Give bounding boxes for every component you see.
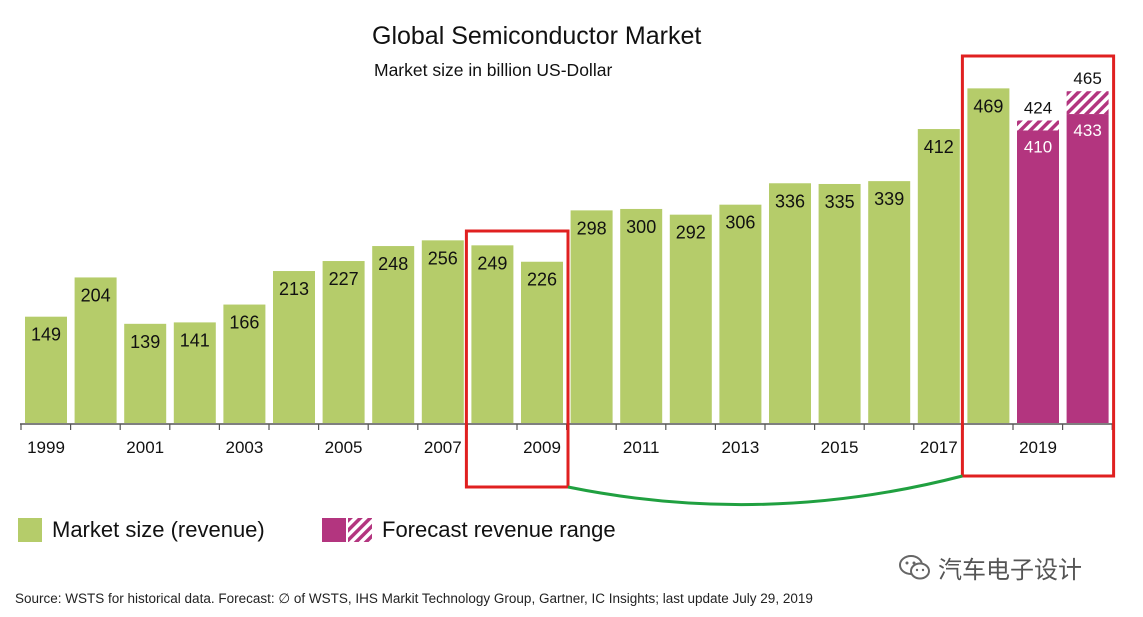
bar-2016 xyxy=(868,181,911,423)
bar-2008 xyxy=(471,245,514,423)
legend-hatch-swatch xyxy=(348,518,372,542)
watermark: 汽车电子设计 xyxy=(898,550,1082,585)
bar-2007 xyxy=(421,240,464,423)
data-label-1999: 149 xyxy=(31,325,61,345)
legend-label-market: Market size (revenue) xyxy=(52,517,265,542)
watermark-text: 汽车电子设计 xyxy=(938,556,1082,584)
forecast-high-label-2020: 465 xyxy=(1073,69,1101,88)
data-label-2011: 300 xyxy=(626,217,656,237)
bar-2018 xyxy=(967,88,1010,423)
legend-swatch-forecast xyxy=(322,518,346,542)
data-label-2004: 213 xyxy=(279,279,309,299)
bar-2009 xyxy=(521,261,563,423)
forecast-bar-2019 xyxy=(1017,130,1059,423)
data-label-2012: 292 xyxy=(676,223,706,243)
bar-2000 xyxy=(74,277,117,423)
bar-2002 xyxy=(173,322,216,423)
data-label-2013: 306 xyxy=(725,213,755,233)
highlight-box-2008-2009 xyxy=(464,229,570,489)
x-tick-label-2007: 2007 xyxy=(424,438,462,457)
data-label-2002: 141 xyxy=(180,330,210,350)
wechat-icon xyxy=(899,554,930,579)
forecast-low-label-2020: 433 xyxy=(1073,121,1101,140)
bar-2006 xyxy=(372,246,415,423)
data-label-2006: 248 xyxy=(378,254,408,274)
data-label-2014: 336 xyxy=(775,191,805,211)
highlight-box-2018-2020 xyxy=(960,54,1116,478)
bar-2001 xyxy=(124,323,167,423)
data-label-2000: 204 xyxy=(81,285,111,305)
bar-2017 xyxy=(917,129,960,423)
bar-2014 xyxy=(769,183,811,423)
data-label-2018: 469 xyxy=(973,96,1003,116)
bar-1999 xyxy=(25,316,67,423)
forecast-bar-2020 xyxy=(1066,114,1109,423)
bar-2005 xyxy=(322,261,365,423)
forecast-high-label-2019: 424 xyxy=(1024,98,1052,117)
source-note: Source: WSTS for historical data. Foreca… xyxy=(15,591,813,606)
chart-title: Global Semiconductor Market xyxy=(372,22,702,50)
x-tick-label-2015: 2015 xyxy=(821,438,859,457)
x-tick-label-2013: 2013 xyxy=(721,438,759,457)
x-tick-label-2001: 2001 xyxy=(126,438,164,457)
data-label-2016: 339 xyxy=(874,189,904,209)
data-label-2001: 139 xyxy=(130,332,160,352)
data-label-2007: 256 xyxy=(428,248,458,268)
legend-item-forecast: Forecast revenue range xyxy=(322,517,616,543)
bar-2015 xyxy=(818,183,861,423)
legend-item-market: Market size (revenue) xyxy=(18,517,265,543)
forecast-range-2020 xyxy=(1066,91,1109,115)
bar-2003 xyxy=(223,304,266,423)
data-label-2008: 249 xyxy=(477,253,507,273)
bar-2013 xyxy=(719,204,762,423)
connector-curve xyxy=(567,474,963,507)
data-label-2003: 166 xyxy=(229,313,259,333)
forecast-low-label-2019: 410 xyxy=(1024,137,1052,156)
legend-label-forecast: Forecast revenue range xyxy=(382,517,616,542)
x-tick-label-2003: 2003 xyxy=(225,438,263,457)
x-tick-label-1999: 1999 xyxy=(27,438,65,457)
data-label-2017: 412 xyxy=(924,137,954,157)
x-tick-label-2019: 2019 xyxy=(1019,438,1057,457)
data-label-2015: 335 xyxy=(825,192,855,212)
x-tick-label-2017: 2017 xyxy=(920,438,958,457)
legend-swatch-market xyxy=(18,518,42,542)
x-tick-label-2009: 2009 xyxy=(523,438,561,457)
chart-subtitle: Market size in billion US-Dollar xyxy=(374,60,613,80)
x-tick-label-2011: 2011 xyxy=(623,438,660,457)
x-tick-label-2005: 2005 xyxy=(325,438,363,457)
forecast-range-2019 xyxy=(1017,120,1059,131)
bar-2010 xyxy=(570,210,613,423)
data-label-2005: 227 xyxy=(329,269,359,289)
data-label-2010: 298 xyxy=(577,218,607,238)
bar-2012 xyxy=(669,214,712,423)
data-label-2009: 226 xyxy=(527,270,557,290)
bar-2011 xyxy=(620,208,663,423)
bar-2004 xyxy=(273,271,315,423)
